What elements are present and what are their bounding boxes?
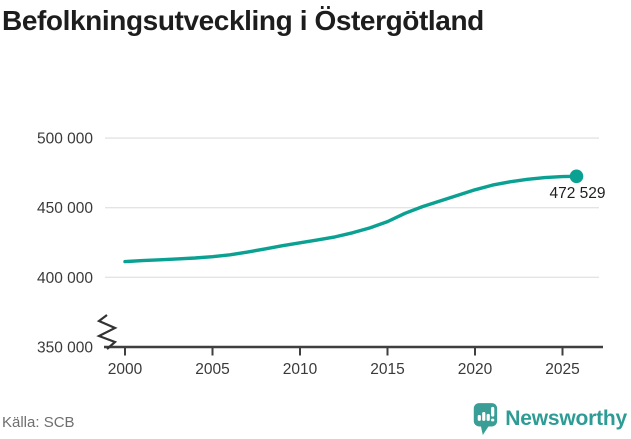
svg-text:2010: 2010	[283, 361, 318, 378]
population-line-chart: 500 000 450 000 400 000 350 000 2000 2005 2010…	[37, 131, 606, 378]
svg-text:2005: 2005	[195, 361, 229, 378]
svg-text:450 000: 450 000	[37, 200, 93, 217]
svg-text:2000: 2000	[108, 361, 143, 378]
svg-text:2025: 2025	[545, 361, 579, 378]
svg-text:400 000: 400 000	[37, 270, 93, 287]
newsworthy-logo-icon	[474, 403, 498, 435]
newsworthy-logo-text: Newsworthy	[505, 407, 627, 430]
svg-text:472 529: 472 529	[549, 185, 605, 202]
svg-text:500 000: 500 000	[37, 131, 93, 148]
svg-text:350 000: 350 000	[37, 340, 93, 357]
svg-text:2015: 2015	[370, 361, 404, 378]
newsworthy-logo: Newsworthy	[473, 402, 627, 436]
chart-title: Befolkningsutveckling i Östergötland	[2, 5, 484, 36]
source-note: Källa: SCB	[2, 414, 75, 431]
svg-text:2020: 2020	[458, 361, 493, 378]
